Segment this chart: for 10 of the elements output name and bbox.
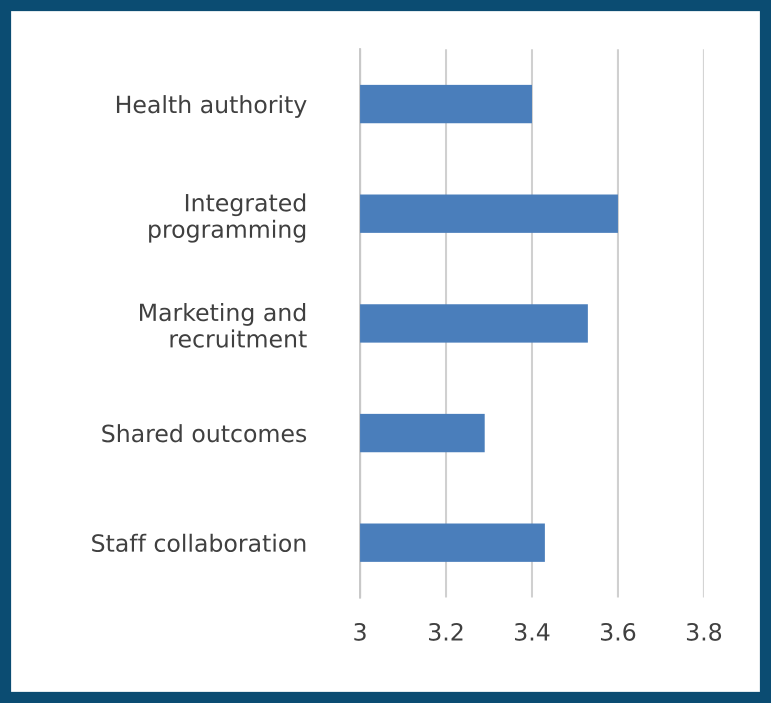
x-tick-label: 3.8 <box>686 622 722 641</box>
x-tick-label: 3.2 <box>429 622 462 641</box>
y-tick-label: Staff collaboration <box>92 534 306 552</box>
y-tick-label: Health authority <box>116 95 307 118</box>
x-tick-label: 3.6 <box>600 622 636 641</box>
x-tick-label: 3 <box>354 622 366 641</box>
y-tick-label: Marketing and recruitment <box>140 302 307 348</box>
x-tick-label: 3.4 <box>515 622 550 641</box>
y-tick-label: Integrated programming <box>149 193 306 243</box>
y-tick-label: Shared outcomes <box>102 424 306 442</box>
